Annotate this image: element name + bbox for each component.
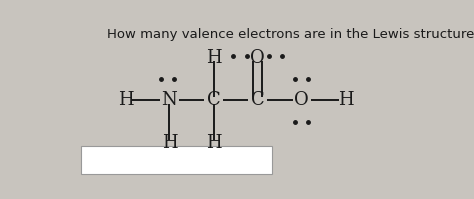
Text: O: O: [250, 49, 265, 67]
Text: O: O: [294, 92, 309, 109]
Text: H: H: [162, 134, 177, 152]
Text: H: H: [206, 49, 221, 67]
FancyBboxPatch shape: [82, 146, 272, 174]
Text: H: H: [206, 134, 221, 152]
Text: C: C: [251, 92, 264, 109]
Text: N: N: [162, 92, 177, 109]
Text: C: C: [207, 92, 220, 109]
Text: How many valence electrons are in the Lewis structure below?: How many valence electrons are in the Le…: [107, 28, 474, 41]
Text: H: H: [118, 92, 133, 109]
Text: H: H: [338, 92, 354, 109]
